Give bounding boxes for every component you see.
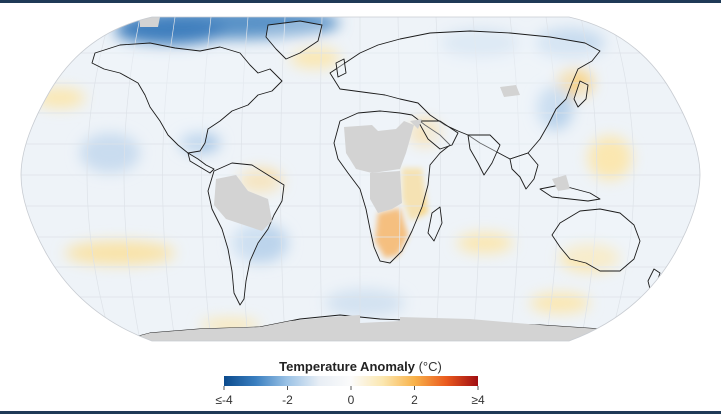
anomaly-south-atlantic-cool [325, 289, 405, 317]
bottom-border [0, 411, 721, 414]
legend-tick-label: 0 [348, 393, 355, 407]
eurasia [329, 30, 601, 160]
japan [573, 80, 589, 108]
no-data-regions [120, 17, 680, 341]
southeast-asia [509, 152, 539, 190]
anomaly-russia-cool [440, 29, 520, 57]
no-data-arabia [410, 119, 422, 129]
globe [21, 17, 700, 341]
world-temperature-anomaly-map [20, 16, 701, 342]
anomaly-east-pacific-cool [80, 133, 140, 173]
madagascar [427, 206, 443, 242]
anomaly-south-pacific-warm [65, 241, 175, 265]
indian-subcontinent [467, 134, 501, 176]
no-data-antarctica [120, 315, 680, 341]
ocean-background [21, 17, 700, 341]
no-data-sahara [344, 121, 414, 173]
legend-tick-label: 2 [411, 393, 418, 407]
legend-tick-label: ≥4 [471, 393, 485, 407]
legend-tick-label: ≤-4 [215, 393, 233, 407]
australia [551, 208, 641, 272]
anomaly-south-america-cool [232, 223, 288, 263]
legend-tick-label: -2 [282, 393, 293, 407]
no-data-central-africa [370, 171, 402, 213]
anomaly-southern-ocean-warm [530, 293, 590, 313]
legend-ticks: ≤-4 -2 0 2 ≥4 [215, 386, 485, 407]
greenland [265, 20, 323, 60]
legend-color-bar [224, 376, 478, 386]
anomaly-australia-south-warm [560, 244, 620, 272]
legend-title-text: Temperature Anomaly [279, 359, 415, 374]
anomaly-siberia-cool [535, 28, 605, 58]
arabian-peninsula [417, 120, 459, 150]
legend-unit: (°C) [418, 359, 442, 374]
legend-title: Temperature Anomaly (°C) [0, 359, 721, 374]
anomaly-west-pacific-warm [588, 136, 632, 180]
british-isles [335, 58, 347, 78]
no-data-amazon [214, 175, 272, 231]
anomaly-indian-ocean-warm [457, 233, 513, 253]
central-america [187, 152, 215, 174]
no-data-indochina [552, 175, 570, 191]
top-border [0, 0, 721, 3]
no-data-central-asia [500, 85, 520, 97]
no-data-arctic [140, 17, 160, 27]
color-legend: ≤-4 -2 0 2 ≥4 [215, 376, 485, 407]
anomaly-japan-sea-cool [537, 86, 573, 130]
graticule [21, 17, 700, 341]
anomaly-caribbean-cool [180, 133, 220, 153]
north-america [91, 42, 283, 154]
